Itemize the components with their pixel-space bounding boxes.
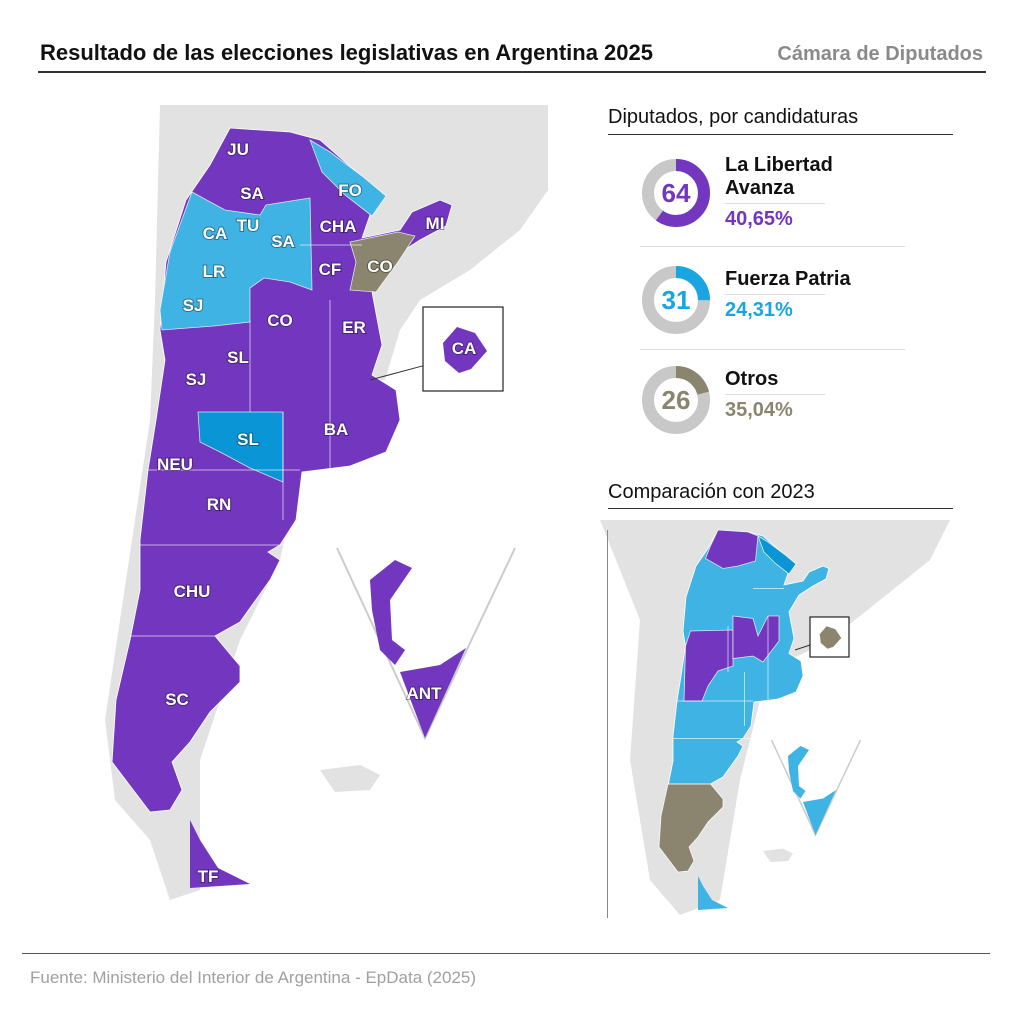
label-mi: MI (426, 214, 445, 233)
results-divider (608, 134, 953, 135)
label-cha: CHA (320, 217, 357, 236)
party-name-line2: Avanza (725, 177, 795, 199)
source-note: Fuente: Ministerio del Interior de Argen… (30, 968, 477, 987)
main-northwest (159, 191, 313, 331)
label-fo: FO (338, 181, 362, 200)
donut-seats: 31 (662, 285, 691, 315)
divider (640, 246, 905, 247)
small-fo (757, 535, 797, 575)
map-labels: JU SA FO MI CHA CA TU SA LR CF CO SJ CO … (156, 139, 477, 887)
label-er: ER (342, 318, 366, 337)
small-caba-box (809, 616, 850, 658)
map-shapes (105, 105, 950, 915)
party-lla: La Libertad Avanza 40,65% (725, 154, 833, 231)
header-divider (38, 71, 986, 73)
party-fp: Fuerza Patria 24,31% (725, 268, 851, 322)
seat-donuts: 64 31 26 (642, 159, 710, 434)
small-caba-leader (794, 644, 811, 651)
label-tu: TU (237, 216, 260, 235)
main-tierra-del-fuego (190, 820, 250, 888)
label-sc: SC (165, 690, 189, 709)
label-sa-north: SA (240, 184, 264, 203)
label-rn: RN (207, 495, 232, 514)
footer-divider (22, 953, 990, 954)
small-north (704, 529, 759, 569)
small-malvinas (763, 848, 793, 862)
main-corrientes (349, 231, 416, 293)
party-name: Fuerza Patria (725, 268, 851, 290)
donut-seats: 26 (662, 385, 691, 415)
comparison-title: Comparación con 2023 (608, 481, 815, 503)
donut-arc (642, 159, 710, 227)
small-tierra-del-fuego (698, 876, 728, 910)
label-lr: LR (203, 262, 226, 281)
label-co-corrientes: CO (367, 257, 393, 276)
main-malvinas (320, 765, 380, 792)
page-title: Resultado de las elecciones legislativas… (40, 40, 654, 65)
label-sj-north: SJ (183, 296, 204, 315)
main-provinces (111, 127, 516, 888)
comparison-side-rule (607, 530, 608, 918)
label-tf: TF (198, 867, 219, 886)
main-fo (309, 139, 387, 217)
divider (640, 349, 905, 350)
label-sj: SJ (186, 370, 207, 389)
party-name: Otros (725, 368, 779, 390)
main-caba-shape (443, 327, 487, 373)
party-pct: 35,04% (725, 399, 793, 421)
party-pct: 24,31% (725, 299, 793, 321)
page-subtitle: Cámara de Diputados (777, 43, 983, 65)
label-neu: NEU (157, 455, 193, 474)
party-otros: Otros 35,04% (725, 368, 825, 422)
label-chu: CHU (174, 582, 211, 601)
main-antarctica (370, 560, 466, 738)
donut-seats: 64 (662, 178, 691, 208)
label-ba: BA (324, 420, 349, 439)
donut-arc (642, 366, 710, 434)
donut-arc (642, 266, 710, 334)
small-antarctica (788, 746, 836, 835)
small-caba-shape (819, 626, 842, 649)
main-caba-leader (369, 365, 424, 381)
label-cf: CF (319, 260, 342, 279)
small-santa-cruz (658, 783, 724, 873)
party-pct: 40,65% (725, 208, 793, 230)
label-sl-north: SL (227, 348, 249, 367)
label-caba: CA (452, 339, 477, 358)
comparison-divider (608, 508, 953, 509)
label-ca: CA (203, 224, 228, 243)
small-provinces (658, 529, 862, 910)
label-sl: SL (237, 430, 259, 449)
results-section-title: Diputados, por candidaturas (608, 106, 859, 128)
party-name-line1: La Libertad (725, 154, 833, 176)
label-ju: JU (227, 140, 249, 159)
label-co: CO (267, 311, 293, 330)
label-sa: SA (271, 232, 295, 251)
label-ant: ANT (407, 684, 443, 703)
